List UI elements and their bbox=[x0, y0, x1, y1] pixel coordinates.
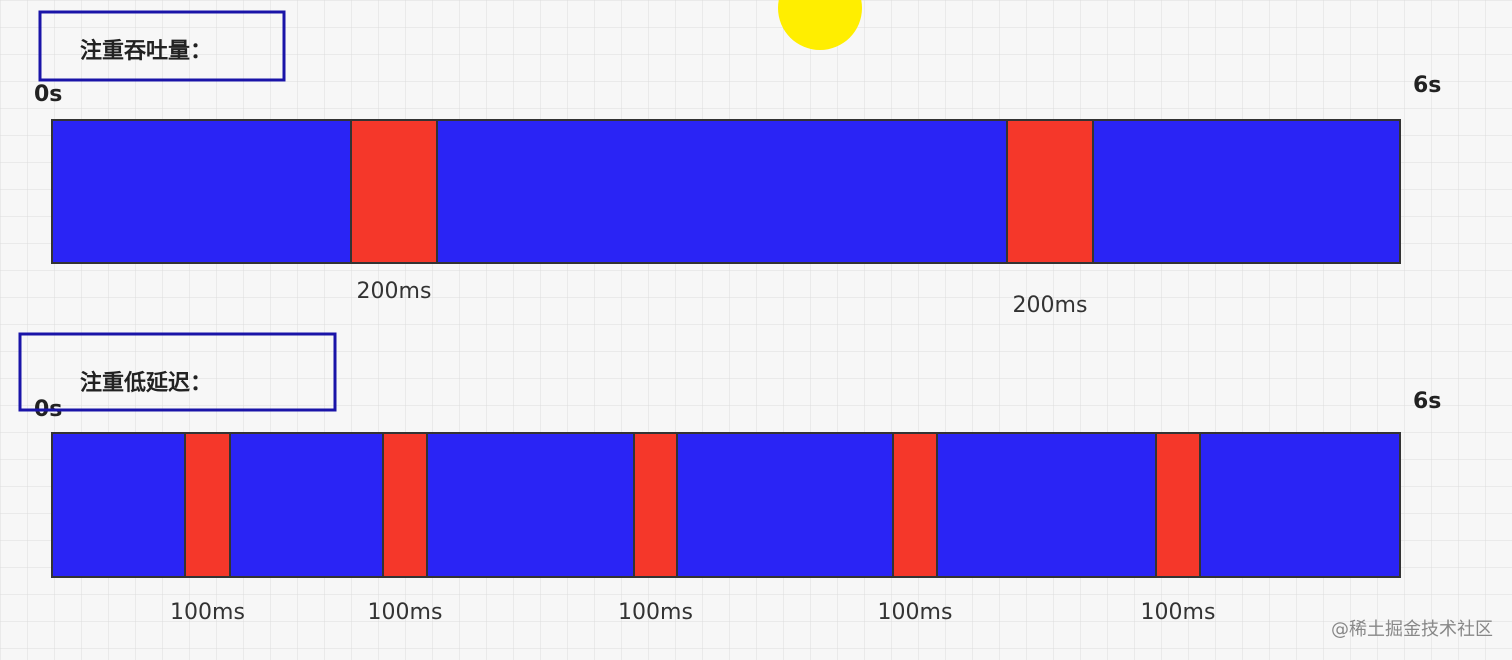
pause-label: 100ms bbox=[1141, 600, 1216, 625]
pause-label: 200ms bbox=[357, 279, 432, 304]
pause-block bbox=[892, 432, 938, 578]
pause-block bbox=[633, 432, 678, 578]
pause-label: 100ms bbox=[170, 600, 245, 625]
pause-block bbox=[1006, 119, 1094, 264]
title-box bbox=[38, 10, 286, 82]
title-box bbox=[18, 332, 337, 412]
pause-label: 100ms bbox=[618, 600, 693, 625]
cursor-highlight bbox=[778, 0, 862, 50]
watermark: @稀土掘金技术社区 bbox=[1331, 619, 1493, 640]
start-label: 0s bbox=[34, 82, 62, 107]
pause-block bbox=[350, 119, 438, 264]
pause-label: 100ms bbox=[878, 600, 953, 625]
pause-block bbox=[1155, 432, 1201, 578]
pause-label: 200ms bbox=[1013, 293, 1088, 318]
end-label: 6s bbox=[1413, 73, 1441, 98]
bar bbox=[51, 119, 1401, 264]
end-label: 6s bbox=[1413, 389, 1441, 414]
pause-label: 100ms bbox=[368, 600, 443, 625]
pause-block bbox=[184, 432, 231, 578]
section-title: 注重低延迟： bbox=[80, 370, 212, 396]
pause-block bbox=[382, 432, 428, 578]
section-title: 注重吞吐量： bbox=[80, 38, 212, 64]
